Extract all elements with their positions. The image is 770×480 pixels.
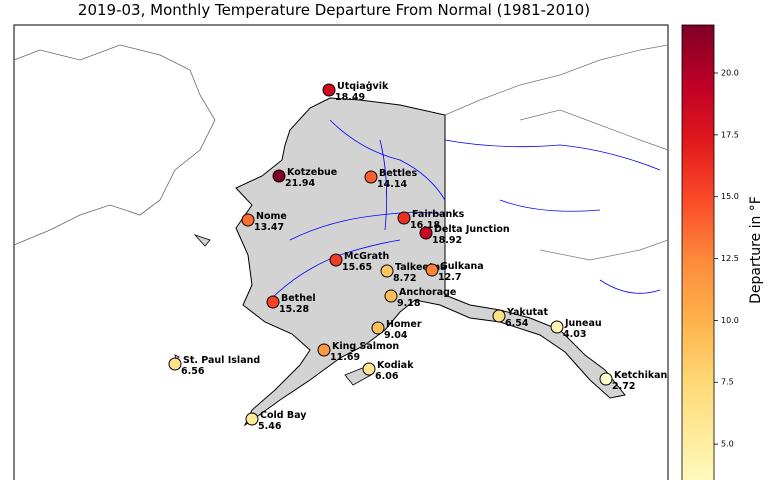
station-name: Bethel	[281, 293, 316, 304]
station-marker	[362, 362, 376, 376]
colorbar-tick-label: 5.0	[721, 440, 734, 449]
station-marker	[550, 320, 564, 334]
station-name: Nome	[256, 211, 287, 222]
station-marker	[380, 264, 394, 278]
station-name: Delta Junction	[434, 224, 510, 235]
station-name: Anchorage	[399, 287, 456, 298]
colorbar-tick-label: 10.0	[721, 316, 739, 325]
station-marker	[419, 226, 433, 240]
colorbar	[681, 24, 715, 480]
station-value: 8.72	[393, 273, 416, 284]
station-name: St. Paul Island	[183, 355, 260, 366]
station-value: 14.14	[377, 179, 407, 190]
colorbar-tick-label: 15.0	[721, 192, 739, 201]
station-marker	[272, 169, 286, 183]
station-name: King Salmon	[332, 341, 399, 352]
station-name: Ketchikan	[614, 370, 668, 381]
station-marker	[492, 309, 506, 323]
station-marker	[425, 263, 439, 277]
station-value: 6.56	[181, 366, 205, 377]
station-value: 6.06	[375, 371, 399, 382]
station-value: 12.7	[438, 272, 461, 283]
station-value: 18.92	[432, 235, 462, 246]
station-value: 13.47	[254, 222, 284, 233]
station-marker	[364, 170, 378, 184]
colorbar-tick-label: 7.5	[721, 378, 734, 387]
station-marker	[371, 321, 385, 335]
station-name: Homer	[386, 319, 422, 330]
station-marker	[317, 343, 331, 357]
colorbar-tick-label: 20.0	[721, 68, 739, 77]
station-name: Talkeetna	[395, 262, 447, 273]
colorbar-label: Departure in °F	[748, 196, 764, 304]
station-value: 4.03	[563, 329, 586, 340]
station-value: 9.04	[384, 330, 408, 341]
station-name: Juneau	[564, 318, 602, 329]
station-marker	[397, 211, 411, 225]
basemap	[13, 24, 669, 480]
station-marker	[266, 295, 280, 309]
colorbar-tick-label: 12.5	[721, 254, 739, 263]
station-name: Utqiaġvik	[337, 81, 389, 92]
station-name: Bettles	[379, 168, 417, 179]
station-name: Kodiak	[377, 360, 414, 371]
station-value: 2.72	[612, 381, 635, 392]
station-value: 9.18	[397, 298, 421, 309]
station-value: 11.69	[330, 352, 360, 363]
station-marker	[384, 289, 398, 303]
station-value: 15.65	[342, 262, 372, 273]
station-marker	[329, 253, 343, 267]
station-marker	[241, 213, 255, 227]
station-name: Cold Bay	[260, 410, 307, 421]
station-name: McGrath	[344, 251, 390, 262]
station-name: Gulkana	[440, 261, 484, 272]
station-marker	[245, 412, 259, 426]
station-name: Fairbanks	[412, 209, 465, 220]
station-marker	[322, 83, 336, 97]
station-name: Yakutat	[506, 307, 548, 318]
station-value: 18.49	[335, 92, 365, 103]
colorbar-tick-label: 17.5	[721, 130, 739, 139]
station-value: 6.54	[505, 318, 529, 329]
station-value: 15.28	[279, 304, 309, 315]
station-value: 21.94	[285, 178, 315, 189]
station-value: 5.46	[258, 421, 282, 432]
station-value: 16.18	[410, 220, 440, 231]
station-name: Kotzebue	[287, 167, 337, 178]
station-marker	[599, 372, 613, 386]
station-marker	[168, 357, 182, 371]
map-title: 2019-03, Monthly Temperature Departure F…	[78, 1, 590, 19]
